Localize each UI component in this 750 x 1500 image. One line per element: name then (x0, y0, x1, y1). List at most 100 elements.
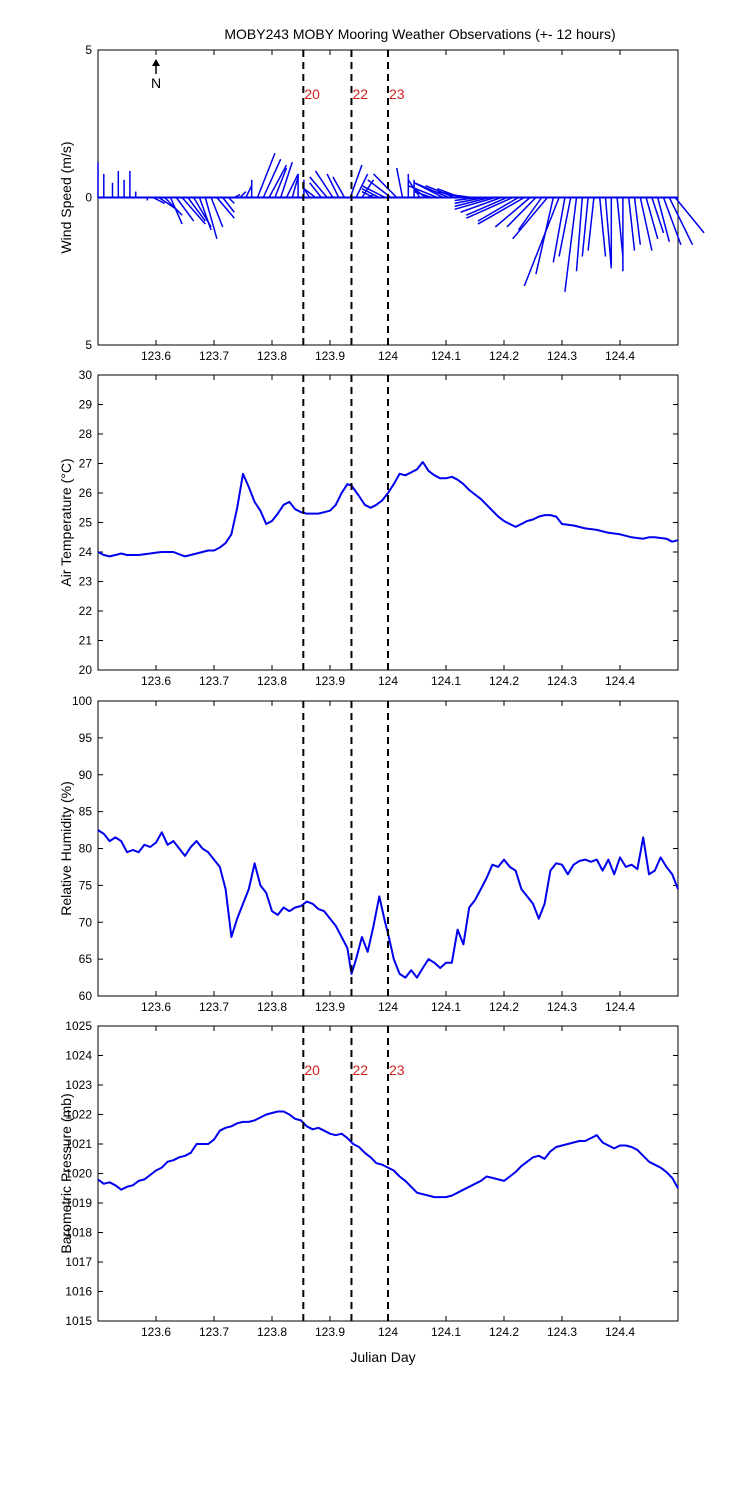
x-tick-label: 124.2 (489, 1325, 519, 1339)
marker-label: 23 (389, 1062, 405, 1078)
y-tick-label: 29 (79, 398, 93, 412)
x-tick-label: 124 (378, 1325, 398, 1339)
y-tick-label: 100 (72, 694, 92, 708)
wind-stick (587, 197, 595, 251)
wind-stick (558, 197, 572, 257)
x-tick-label: 124 (378, 349, 398, 363)
wind-stick (169, 197, 183, 225)
y-tick-label: 80 (79, 842, 93, 856)
x-tick-label: 123.6 (141, 674, 171, 688)
wind-stick (303, 188, 316, 199)
series-line (97, 829, 679, 979)
wind-stick (152, 196, 166, 205)
wind-stick (279, 161, 294, 198)
x-tick-label: 123.9 (315, 1000, 345, 1014)
marker-label: 23 (389, 86, 405, 102)
wind-stick (517, 197, 543, 231)
x-tick-label: 123.8 (257, 1000, 287, 1014)
y-tick-label: 1017 (65, 1255, 92, 1269)
wind-stick (454, 196, 496, 211)
y-axis-label: Barometric Pressure (mb) (58, 1093, 74, 1253)
wind-stick (256, 152, 276, 198)
panel-barometric-pressure: 123.6 123.7 123.8 123.9 124 124.1 124.2 124.3 12… (58, 1019, 679, 1365)
x-tick-label: 123.6 (141, 349, 171, 363)
x-tick-label: 123.9 (315, 1325, 345, 1339)
wind-stick (285, 173, 299, 198)
wind-stick (245, 185, 253, 198)
x-tick-label: 123.8 (257, 674, 287, 688)
wind-stick (164, 196, 183, 216)
y-tick-label: 70 (79, 915, 93, 929)
wind-stick (616, 197, 624, 257)
x-tick-label: 123.6 (141, 1000, 171, 1014)
wind-stick (581, 197, 589, 257)
wind-stick (268, 164, 288, 198)
y-tick-label: 23 (79, 575, 93, 589)
wind-stick (512, 197, 549, 240)
wind-stick (552, 197, 566, 263)
wind-stick (408, 185, 438, 199)
y-tick-label: 27 (79, 457, 93, 471)
wind-stick (187, 197, 206, 222)
wind-stick (465, 196, 514, 219)
x-tick-label: 123.7 (199, 674, 229, 688)
wind-stick (291, 176, 299, 198)
y-tick-label: 1025 (65, 1019, 92, 1033)
wind-stick (349, 164, 363, 198)
x-tick-label: 124.2 (489, 674, 519, 688)
y-tick-label: 25 (79, 516, 93, 530)
panel-air-temperature: 123.6 123.7 123.8 123.9 124 124.1 124.2 124.3 12… (58, 368, 679, 688)
x-tick-label: 124 (378, 1000, 398, 1014)
y-tick-label: 60 (79, 989, 93, 1003)
wind-stick (651, 197, 665, 234)
wind-stick (361, 187, 380, 199)
wind-stick (477, 196, 519, 222)
y-tick-label: 85 (79, 805, 93, 819)
wind-stick (413, 190, 432, 199)
y-tick-label: 65 (79, 952, 93, 966)
x-tick-label: 123.6 (141, 1325, 171, 1339)
x-tick-label: 123.8 (257, 1325, 287, 1339)
x-tick-label: 123.7 (199, 1000, 229, 1014)
x-tick-label: 124 (378, 674, 398, 688)
marker-label: 22 (352, 86, 368, 102)
y-tick-label: 1024 (65, 1049, 92, 1063)
wind-stick (523, 197, 560, 287)
wind-stick (222, 197, 235, 213)
y-tick-label: 1023 (65, 1078, 92, 1092)
wind-stick (633, 197, 642, 245)
panel-relative-humidity: 123.6 123.7 123.8 123.9 124 124.1 124.2 124.3 12… (58, 694, 679, 1014)
x-tick-label: 124.4 (605, 1325, 635, 1339)
wind-stick (454, 196, 484, 205)
series-line (97, 461, 679, 558)
x-tick-label: 123.9 (315, 349, 345, 363)
y-tick-label: 1022 (65, 1108, 92, 1122)
x-tick-label: 124.1 (431, 349, 461, 363)
wind-stick (598, 197, 607, 257)
y-tick-label: 0 (85, 191, 92, 205)
y-axis-label: Wind Speed (m/s) (58, 141, 74, 253)
wind-stick (662, 197, 682, 245)
wind-stick (309, 176, 328, 198)
wind-stick (645, 197, 659, 240)
y-tick-label: 28 (79, 427, 93, 441)
y-tick-label: 1015 (65, 1314, 92, 1328)
wind-stick (460, 196, 502, 213)
y-tick-label: 21 (79, 634, 93, 648)
panel-wind: 123.6 123.7 123.8 123.9 124 124.1 124.2 124.3 12… (58, 43, 705, 363)
wind-stick (395, 167, 404, 198)
wind-stick (604, 197, 613, 269)
x-tick-label: 124.1 (431, 674, 461, 688)
y-tick-label: 1016 (65, 1285, 92, 1299)
wind-stick (413, 182, 450, 199)
y-tick-label: 1020 (65, 1167, 92, 1181)
wind-stick (239, 191, 247, 199)
x-tick-label: 123.7 (199, 349, 229, 363)
x-tick-label: 124.3 (547, 674, 577, 688)
wind-stick (506, 196, 537, 228)
wind-stick (314, 170, 334, 198)
y-tick-label: 20 (79, 663, 93, 677)
wind-stick (627, 197, 636, 251)
wind-stick (332, 176, 346, 198)
figure-title: MOBY243 MOBY Mooring Weather Observation… (224, 26, 615, 42)
